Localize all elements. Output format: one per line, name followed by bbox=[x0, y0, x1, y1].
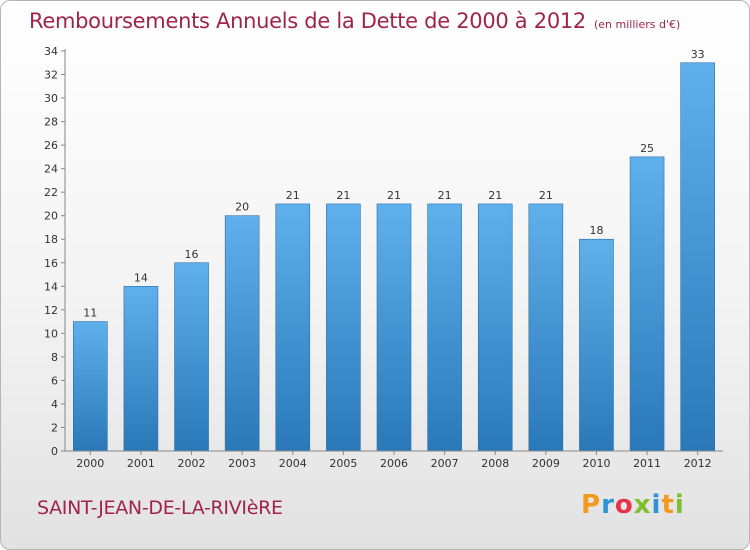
x-tick-label: 2003 bbox=[228, 457, 256, 470]
bar bbox=[174, 262, 209, 452]
y-tick-label: 14 bbox=[44, 280, 58, 293]
bar-value-label: 11 bbox=[83, 307, 97, 320]
x-tick-label: 2008 bbox=[481, 457, 509, 470]
bar-value-label: 21 bbox=[539, 189, 553, 202]
bar-value-label: 21 bbox=[387, 189, 401, 202]
y-tick-label: 18 bbox=[44, 233, 58, 246]
bar-value-label: 18 bbox=[589, 224, 603, 237]
x-tick-label: 2000 bbox=[76, 457, 104, 470]
bar bbox=[680, 62, 715, 452]
bar bbox=[427, 203, 462, 452]
y-tick-label: 28 bbox=[44, 116, 58, 129]
bar bbox=[326, 203, 361, 452]
chart-title: Remboursements Annuels de la Dette de 20… bbox=[29, 9, 681, 33]
y-tick-label: 4 bbox=[51, 398, 58, 411]
bar bbox=[528, 203, 564, 452]
bars: 11 14 16 20 21 21 21 21 21 21 18 25 33 bbox=[73, 48, 715, 452]
x-tick-label: 2001 bbox=[127, 457, 155, 470]
bar bbox=[275, 203, 311, 452]
logo-letter: i bbox=[651, 490, 662, 520]
bar bbox=[224, 215, 260, 452]
chart-subtitle: (en milliers d'€) bbox=[594, 18, 681, 31]
bar bbox=[376, 203, 412, 452]
x-tick-label: 2011 bbox=[633, 457, 661, 470]
y-tick-label: 26 bbox=[44, 139, 58, 152]
bar-value-label: 20 bbox=[235, 201, 249, 214]
y-tick-label: 34 bbox=[44, 45, 58, 58]
y-tick-label: 24 bbox=[44, 163, 58, 176]
bar-value-label: 21 bbox=[438, 189, 452, 202]
bar-value-label: 21 bbox=[286, 189, 300, 202]
y-tick-label: 10 bbox=[44, 327, 58, 340]
bar bbox=[579, 238, 614, 452]
y-tick-label: 22 bbox=[44, 186, 58, 199]
commune-name: SAINT-JEAN-DE-LA-RIVIèRE bbox=[37, 497, 283, 519]
logo-letter: t bbox=[661, 490, 675, 520]
x-tick-label: 2006 bbox=[380, 457, 408, 470]
logo-letter: i bbox=[674, 490, 685, 520]
bar-value-label: 25 bbox=[640, 142, 654, 155]
proxiti-logo: Proxiti bbox=[581, 490, 685, 520]
bar bbox=[73, 321, 108, 452]
y-tick-label: 0 bbox=[51, 445, 58, 458]
bar bbox=[123, 285, 159, 452]
y-tick-label: 30 bbox=[44, 92, 58, 105]
y-tick-label: 2 bbox=[51, 421, 58, 434]
x-axis: 2000 2001 2002 2003 2004 2005 2006 2007 2008 2009… bbox=[65, 450, 723, 470]
x-tick-label: 2007 bbox=[431, 457, 459, 470]
bar-value-label: 14 bbox=[134, 271, 148, 284]
y-tick-label: 12 bbox=[44, 304, 58, 317]
bar-value-label: 16 bbox=[185, 248, 199, 261]
bar-value-label: 21 bbox=[488, 189, 502, 202]
x-tick-label: 2012 bbox=[684, 457, 712, 470]
y-tick-label: 20 bbox=[44, 210, 58, 223]
logo-letter: o bbox=[614, 490, 634, 520]
x-tick-label: 2004 bbox=[279, 457, 307, 470]
y-tick-label: 16 bbox=[44, 257, 58, 270]
logo-letter: x bbox=[633, 490, 652, 520]
x-tick-label: 2010 bbox=[582, 457, 610, 470]
bar bbox=[629, 156, 665, 452]
y-tick-label: 32 bbox=[44, 69, 58, 82]
x-tick-label: 2002 bbox=[178, 457, 206, 470]
logo-letter: r bbox=[601, 490, 615, 520]
logo-letter: P bbox=[581, 490, 602, 520]
y-tick-label: 8 bbox=[51, 351, 58, 364]
bar bbox=[477, 203, 513, 452]
x-tick-label: 2005 bbox=[329, 457, 357, 470]
x-tick-label: 2009 bbox=[532, 457, 560, 470]
bar-value-label: 21 bbox=[336, 189, 350, 202]
y-tick-label: 6 bbox=[51, 374, 58, 387]
bar-value-label: 33 bbox=[691, 48, 705, 61]
